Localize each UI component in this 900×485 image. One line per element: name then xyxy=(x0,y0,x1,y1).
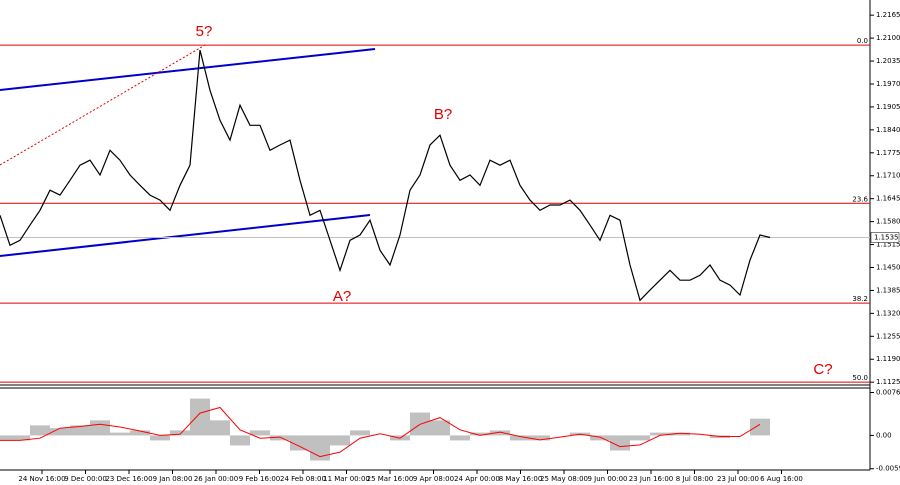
wave-label: 5? xyxy=(196,23,213,40)
histogram-bar xyxy=(450,435,470,441)
fib-label: 50.0 xyxy=(852,374,868,382)
x-tick-label: 8 May 16:00 xyxy=(499,475,543,483)
y-tick-label: 1.2100 xyxy=(876,34,900,42)
x-tick-label: 9 Apr 08:00 xyxy=(413,475,454,483)
y-tick-label: 1.1645 xyxy=(876,195,900,203)
histogram-bar xyxy=(150,435,170,441)
trend-line xyxy=(0,48,376,91)
y-tick-label: 0.00 xyxy=(876,431,892,439)
y-tick-label: 1.1515 xyxy=(876,241,900,249)
x-tick-label: 9 Feb 16:00 xyxy=(239,475,280,483)
fib-label: 23.6 xyxy=(852,195,868,203)
histogram-bar xyxy=(210,420,230,436)
y-tick-label: 1.1125 xyxy=(876,378,900,386)
price-line xyxy=(0,49,771,302)
fib-base-line xyxy=(0,44,206,166)
x-tick-label: 9 Dec 00:00 xyxy=(64,475,107,483)
x-tick-label: 24 Feb 08:00 xyxy=(280,475,326,483)
y-tick-label: 1.1255 xyxy=(876,332,900,340)
x-tick-label: 25 Mar 16:00 xyxy=(367,475,414,483)
y-tick-label: 1.2035 xyxy=(876,57,900,65)
x-tick-label: 9 Jun 00:00 xyxy=(587,475,627,483)
y-tick-label: 1.1385 xyxy=(876,286,900,294)
x-tick-label: 9 Jan 08:00 xyxy=(153,475,193,483)
fib-label: 0.0 xyxy=(857,37,868,45)
x-tick-label: 6 Aug 16:00 xyxy=(760,475,803,483)
histogram-bar xyxy=(430,420,450,436)
histogram-bar xyxy=(270,435,290,441)
last-price-box xyxy=(870,232,900,243)
y-tick-label: -0.00597 xyxy=(876,465,900,473)
histogram-bar xyxy=(630,435,650,441)
x-tick-label: 11 Mar 00:00 xyxy=(323,475,370,483)
histogram-bar xyxy=(530,435,550,441)
histogram-bar xyxy=(70,425,90,436)
y-tick-label: 1.1450 xyxy=(876,263,900,271)
histogram-bar xyxy=(490,430,510,436)
fib-label: 38.2 xyxy=(852,295,868,303)
histogram-bar xyxy=(10,435,30,441)
histogram-bar xyxy=(190,398,210,436)
y-tick-label: 1.1580 xyxy=(876,218,900,226)
wave-label: A? xyxy=(333,288,351,305)
histogram-bar xyxy=(650,432,670,436)
x-tick-label: 23 Dec 16:00 xyxy=(105,475,152,483)
histogram-bar xyxy=(130,430,150,436)
histogram-bar xyxy=(90,420,110,436)
y-tick-label: 1.1320 xyxy=(876,309,900,317)
histogram-bar xyxy=(470,432,490,436)
histogram-bar xyxy=(30,425,50,436)
x-tick-label: 25 May 08:00 xyxy=(540,475,588,483)
histogram-bar xyxy=(50,428,70,436)
wave-label: C? xyxy=(813,361,832,378)
last-price-label: 1.1535 xyxy=(874,233,899,241)
histogram-bar xyxy=(230,435,250,446)
histogram-bar xyxy=(330,435,350,446)
y-tick-label: 1.2165 xyxy=(876,11,900,19)
wave-label: B? xyxy=(434,106,452,123)
y-tick-label: 1.1840 xyxy=(876,126,900,134)
y-tick-label: 1.1190 xyxy=(876,355,900,363)
histogram-bar xyxy=(290,435,310,451)
histogram-bar xyxy=(250,430,270,436)
histogram-bar xyxy=(670,432,690,436)
x-tick-label: 23 Jun 16:00 xyxy=(629,475,673,483)
histogram-bar xyxy=(350,430,370,436)
histogram-bar xyxy=(750,418,770,436)
histogram-bar xyxy=(170,430,190,436)
y-tick-label: 0.00769 xyxy=(876,389,900,397)
y-tick-label: 1.1905 xyxy=(876,103,900,111)
x-tick-label: 8 Jul 08:00 xyxy=(676,475,714,483)
histogram-bar xyxy=(510,435,530,441)
y-tick-label: 1.1775 xyxy=(876,149,900,157)
x-tick-label: 24 Apr 00:00 xyxy=(454,475,500,483)
y-tick-label: 1.1710 xyxy=(876,172,900,180)
histogram-bar xyxy=(0,435,10,441)
x-tick-label: 24 Nov 16:00 xyxy=(18,475,65,483)
signal-line xyxy=(0,406,761,458)
trend-line xyxy=(0,214,371,257)
x-tick-label: 26 Jan 00:00 xyxy=(194,475,238,483)
histogram-bar xyxy=(110,432,130,436)
histogram-bar xyxy=(590,435,610,441)
histogram-bar xyxy=(610,435,630,451)
y-tick-label: 1.1970 xyxy=(876,80,900,88)
x-tick-label: 23 Jul 00:00 xyxy=(717,475,759,483)
